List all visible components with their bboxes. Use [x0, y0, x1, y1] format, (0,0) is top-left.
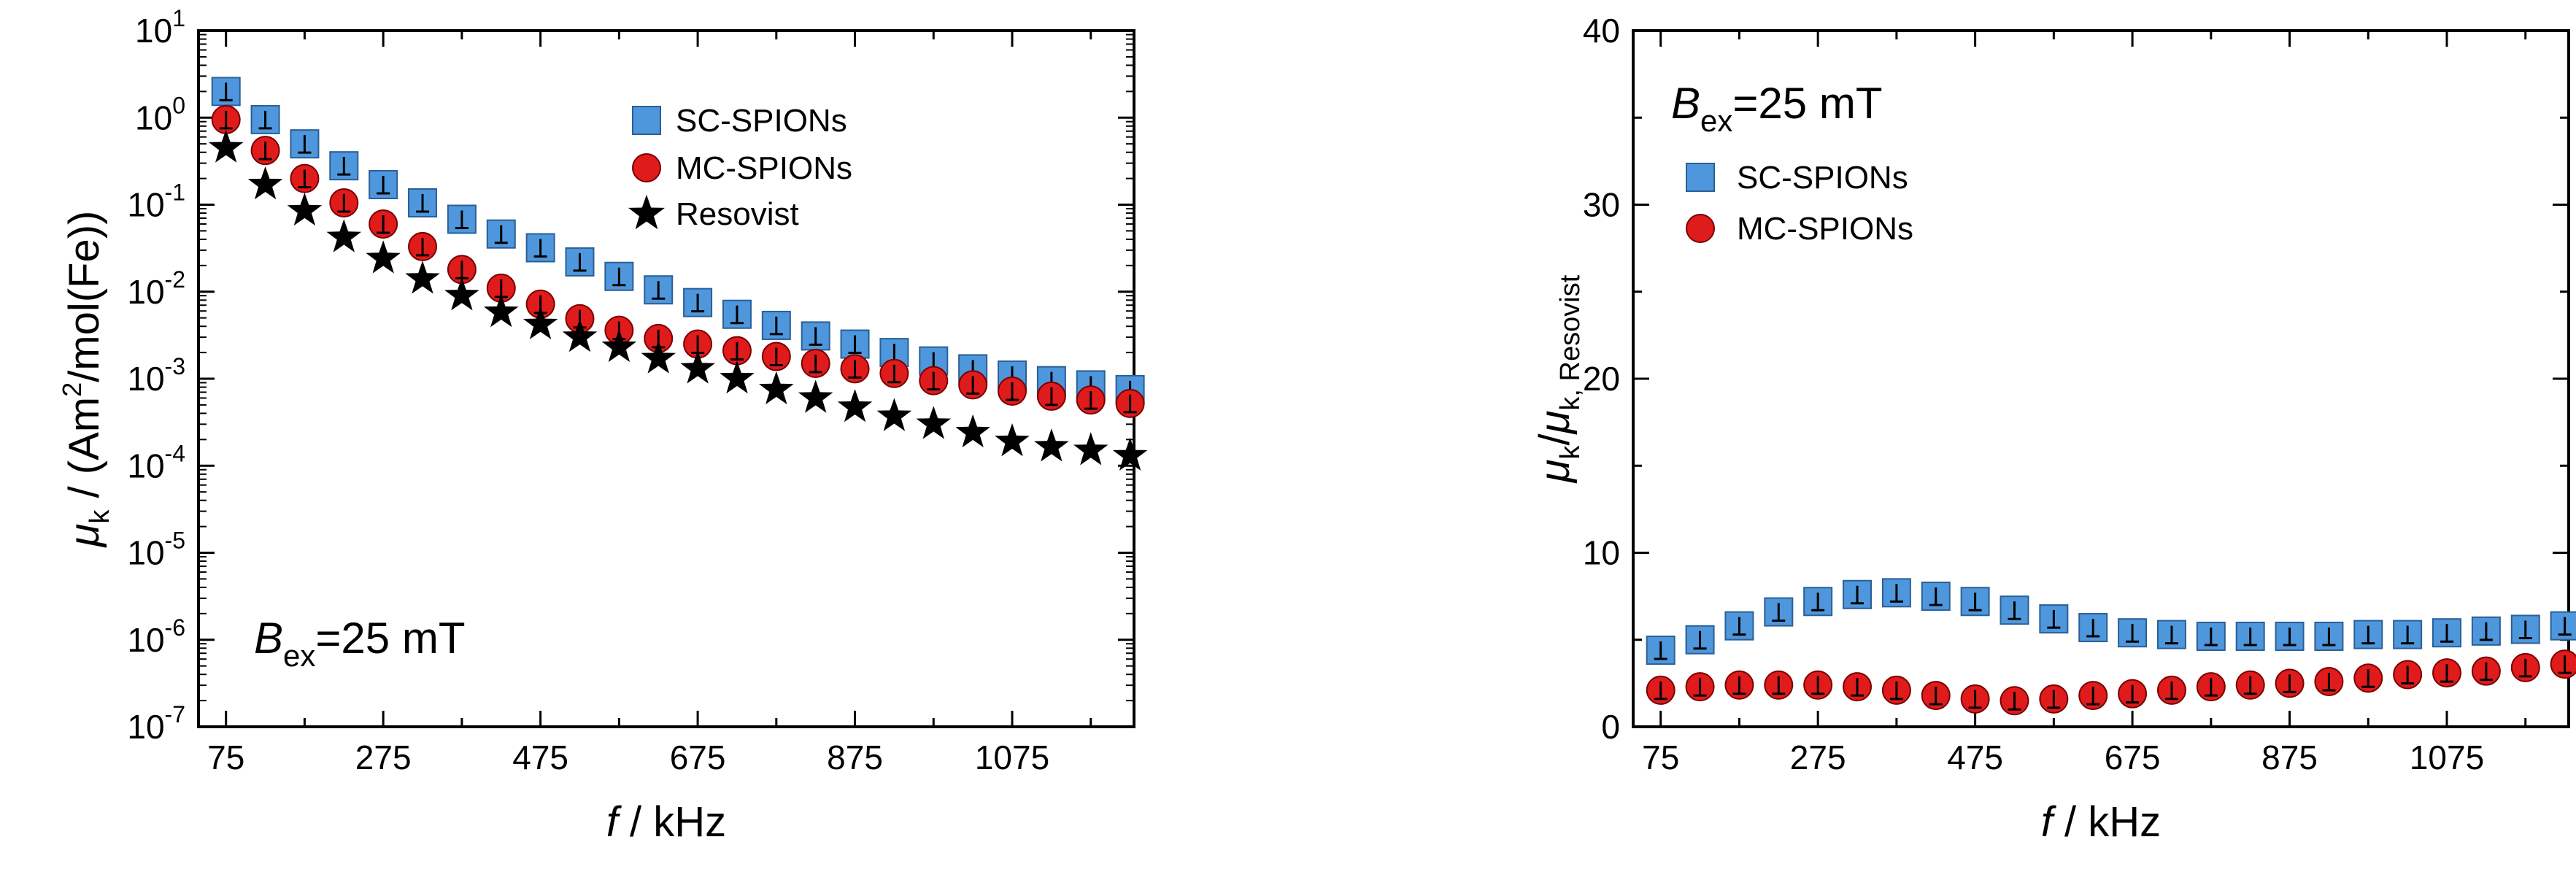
y-axis-title: μk / (Am2/mol(Fe)) — [57, 211, 115, 549]
series-mc-spions — [211, 104, 1145, 418]
y-tick-label: 10-1 — [127, 180, 185, 224]
series-resovist — [208, 129, 1148, 471]
left-panel: 75 275 475 675 875 1075 10-7 10-6 10-5 10-4 10-3 10… — [57, 5, 1148, 846]
legend-label: SC-SPIONs — [1737, 160, 1908, 196]
data-point — [405, 261, 440, 294]
series-mc-spions — [1646, 649, 2576, 716]
data-point — [995, 423, 1030, 457]
y-tick-label: 10-7 — [127, 701, 185, 746]
legend-marker-circle — [1686, 214, 1715, 243]
data-point — [1073, 432, 1108, 466]
x-tick-label: 475 — [1947, 738, 2003, 776]
data-point — [2550, 649, 2576, 679]
data-point — [1112, 437, 1148, 471]
field-annotation: Bex=25 mT — [254, 614, 465, 673]
legend-marker-square — [632, 106, 661, 135]
data-point — [287, 192, 323, 226]
x-tick-label: 275 — [1790, 738, 1846, 776]
data-point — [366, 240, 401, 274]
y-tick-label: 30 — [1583, 186, 1620, 224]
right-panel: 75 275 475 675 875 1075 0 10 20 30 40 f / kHz μk/μk,… — [1531, 12, 2576, 846]
data-point — [837, 389, 873, 423]
y-tick-label: 100 — [135, 92, 185, 136]
data-point — [522, 306, 558, 339]
field-annotation: Bex=25 mT — [1671, 79, 1882, 138]
data-point — [444, 277, 479, 311]
y-tick-label: 0 — [1601, 708, 1620, 746]
legend: SC-SPIONs MC-SPIONs Resovist — [628, 103, 852, 232]
series-sc-spions — [1646, 578, 2576, 665]
data-point — [2550, 611, 2576, 641]
data-point — [798, 379, 833, 413]
x-tick-label: 875 — [2261, 738, 2318, 776]
x-tick-label: 75 — [1642, 738, 1679, 776]
legend: SC-SPIONs MC-SPIONs — [1686, 160, 1913, 247]
y-tick-label: 10 — [1583, 534, 1620, 572]
legend-label: MC-SPIONs — [676, 150, 852, 186]
y-axis-title: μk/μk, Resovist — [1531, 274, 1586, 484]
y-tick-label: 10-2 — [127, 266, 185, 311]
data-point — [601, 328, 637, 363]
data-point — [641, 340, 676, 374]
x-tick-label: 675 — [670, 738, 726, 776]
x-axis-title: f / kHz — [606, 798, 726, 846]
x-tick-label: 675 — [2105, 738, 2161, 776]
data-point — [247, 166, 283, 200]
data-point — [484, 294, 519, 328]
legend-label: MC-SPIONs — [1737, 211, 1913, 247]
data-point — [1034, 428, 1069, 462]
y-tick-label: 10-4 — [127, 440, 185, 485]
y-tick-label: 40 — [1583, 12, 1620, 50]
data-point — [720, 360, 755, 394]
y-tick-label: 10-5 — [127, 528, 185, 572]
legend-label: Resovist — [676, 196, 799, 232]
x-tick-label: 475 — [512, 738, 568, 776]
data-point — [208, 129, 244, 163]
x-tick-label: 75 — [207, 738, 244, 776]
data-point — [916, 406, 952, 439]
legend-marker-square — [1686, 163, 1715, 192]
y-tick-label: 20 — [1583, 360, 1620, 398]
x-tick-label: 1075 — [975, 738, 1049, 776]
data-point — [562, 319, 598, 352]
data-point — [955, 414, 990, 448]
data-point — [326, 219, 362, 252]
x-tick-label: 275 — [355, 738, 412, 776]
y-tick-label: 101 — [135, 5, 185, 50]
legend-label: SC-SPIONs — [676, 103, 847, 139]
x-axis-title: f / kHz — [2041, 798, 2161, 846]
data-point — [680, 350, 715, 384]
legend-marker-circle — [632, 153, 661, 182]
data-point — [876, 398, 912, 431]
legend-marker-star — [628, 194, 665, 230]
x-tick-label: 875 — [827, 738, 883, 776]
x-tick-label: 1075 — [2410, 738, 2484, 776]
data-point — [759, 371, 794, 405]
y-tick-label: 10-3 — [127, 353, 185, 398]
y-tick-label: 10-6 — [127, 614, 185, 659]
